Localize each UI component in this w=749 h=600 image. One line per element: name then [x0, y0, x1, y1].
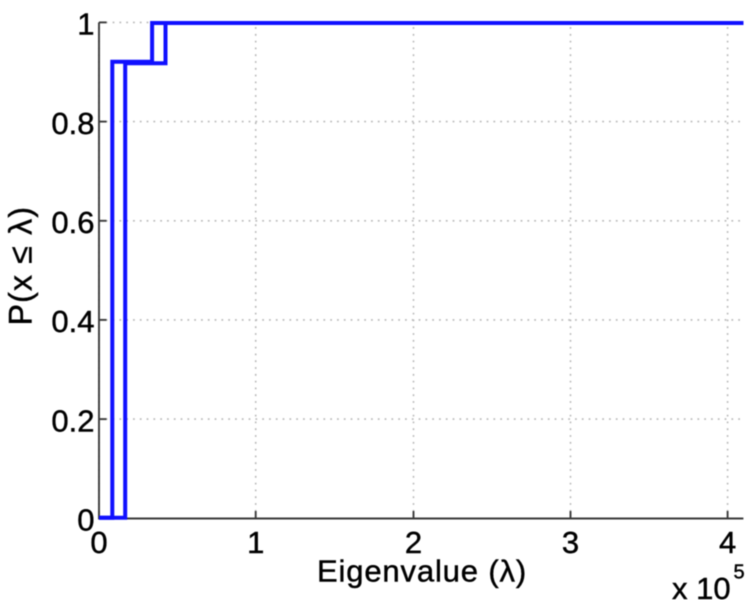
svg-text:3: 3 [562, 525, 579, 560]
svg-text:5: 5 [734, 562, 745, 584]
svg-text:1: 1 [247, 525, 264, 560]
svg-text:0: 0 [90, 525, 107, 560]
svg-text:0.8: 0.8 [51, 106, 94, 141]
svg-text:1: 1 [77, 7, 94, 42]
svg-text:0.2: 0.2 [51, 403, 94, 438]
svg-text:P(x ≤ λ): P(x ≤ λ) [2, 206, 38, 326]
svg-text:0.6: 0.6 [51, 205, 94, 240]
svg-text:4: 4 [719, 525, 736, 560]
svg-text:0: 0 [77, 503, 94, 538]
svg-text:2: 2 [405, 525, 422, 560]
svg-text:Eigenvalue (λ): Eigenvalue (λ) [317, 554, 527, 589]
svg-text:0.4: 0.4 [51, 304, 94, 339]
svg-text:x 10: x 10 [672, 571, 731, 600]
